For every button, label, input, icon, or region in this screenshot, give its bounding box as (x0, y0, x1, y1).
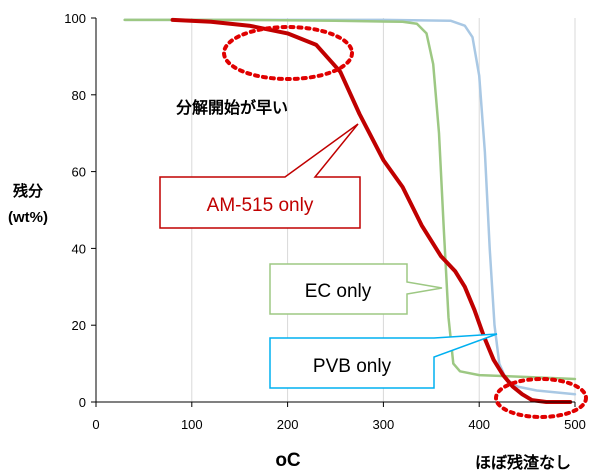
no-residue-ellipse (494, 377, 588, 419)
y-axis-title-line1: 残分 (13, 182, 43, 200)
y-tick-label-80: 80 (72, 88, 86, 103)
x-tick-label-100: 100 (181, 417, 203, 432)
x-tick-label-400: 400 (468, 417, 490, 432)
tick-labels: 0 20 40 60 80 100 0 100 200 300 400 500 (64, 11, 586, 432)
x-tick-label-200: 200 (277, 417, 299, 432)
x-tick-label-0: 0 (92, 417, 99, 432)
series-line-pvb-only (123, 18, 577, 396)
series-line-am-515-only (170, 17, 573, 404)
y-tick-label-100: 100 (64, 11, 86, 26)
axes (91, 17, 576, 407)
early-decomposition-note: 分解開始が早い (176, 98, 288, 117)
x-tick-label-500: 500 (564, 417, 586, 432)
early-decomposition-ellipse (222, 25, 354, 81)
am515-label: AM-515 only (207, 195, 314, 216)
annotation-marks (222, 25, 588, 419)
pvb-callout: PVB only (269, 333, 498, 389)
ec-label: EC only (305, 281, 372, 302)
y-tick-label-40: 40 (72, 241, 86, 256)
ec-callout: EC only (269, 263, 443, 315)
y-tick-label-0: 0 (79, 395, 86, 410)
series-layer (123, 17, 577, 404)
y-tick-label-20: 20 (72, 318, 86, 333)
x-tick-label-300: 300 (373, 417, 395, 432)
y-axis-title-line2: (wt%) (8, 209, 48, 226)
am515-callout: AM-515 only (159, 123, 361, 229)
no-residue-note: ほぼ残渣なし (475, 453, 571, 472)
pvb-label: PVB only (313, 356, 392, 377)
x-axis-title: oC (275, 450, 301, 471)
series-line-ec-only (123, 18, 577, 381)
y-tick-label-60: 60 (72, 165, 86, 180)
